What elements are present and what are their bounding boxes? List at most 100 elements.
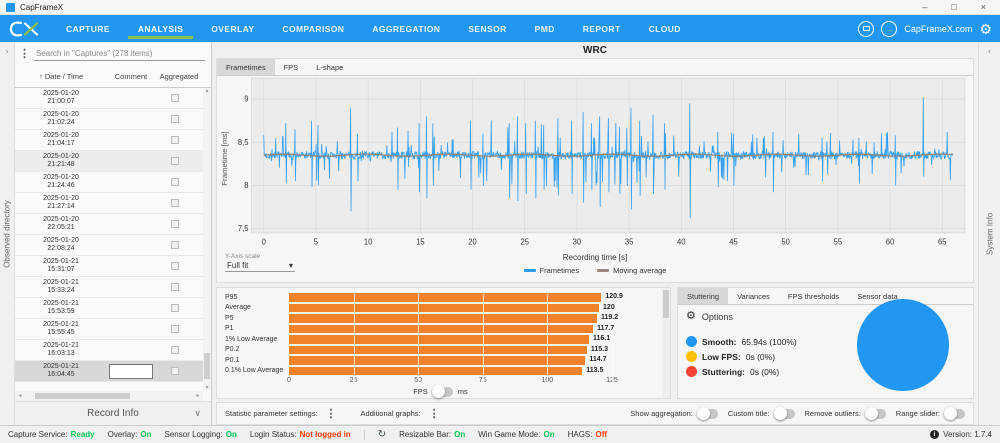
scroll-left-icon[interactable]: ◄ [17, 393, 23, 399]
toggle-switch-remove-outliers[interactable] [864, 407, 886, 420]
captures-menu-icon[interactable]: ⋮ [19, 48, 30, 60]
scroll-right-icon[interactable]: ► [195, 393, 201, 399]
expand-left-panel-icon[interactable]: › [5, 46, 9, 56]
stutter-legend-dot [686, 351, 697, 362]
column-aggregated[interactable]: Aggregated [159, 72, 199, 81]
capture-row[interactable]: 2025-01-21 15:53:59 [15, 298, 203, 319]
tab-variances[interactable]: Variances [737, 291, 770, 301]
nav-tab-report[interactable]: REPORT [582, 23, 621, 34]
capture-row[interactable]: 2025-01-21 15:33:24 [15, 277, 203, 298]
aggregated-checkbox[interactable] [171, 136, 179, 144]
scroll-down-icon[interactable]: ▼ [204, 385, 210, 391]
aggregated-checkbox[interactable] [171, 220, 179, 228]
nav-tab-cloud[interactable]: CLOUD [648, 23, 681, 34]
record-info-expander[interactable]: Record Info ∨ [15, 401, 211, 425]
capture-row[interactable]: 2025-01-21 16:03:13 [15, 340, 203, 361]
aggregated-checkbox[interactable] [171, 304, 179, 312]
fps-bar [289, 303, 600, 312]
capframex-com-link[interactable]: CapFrameX.com [904, 23, 973, 34]
fps-bar-track: 114.7 [289, 356, 656, 365]
stutter-legend-label: Stuttering: [702, 366, 745, 377]
capture-comment-cell [107, 363, 155, 379]
sort-ascending-icon[interactable]: ↑ [38, 72, 43, 81]
options-gear-icon[interactable]: ⚙ [686, 310, 696, 322]
vertical-scroll-thumb[interactable] [204, 353, 210, 379]
capture-row[interactable]: 2025-01-21 16:04:45 [15, 361, 203, 382]
capture-row[interactable]: 2025-01-20 22:05:21 [15, 214, 203, 235]
capture-row[interactable]: 2025-01-20 21:04:17 [15, 130, 203, 151]
column-date-time[interactable]: ↑ Date / Time [38, 72, 84, 81]
nav-tab-capture[interactable]: CAPTURE [66, 23, 110, 34]
legend-swatch [597, 268, 610, 272]
capture-row[interactable]: 2025-01-20 21:27:14 [15, 193, 203, 214]
nav-tab-aggregation[interactable]: AGGREGATION [372, 23, 441, 34]
fps-ms-toggle[interactable] [431, 385, 453, 398]
tab-stuttering[interactable]: Stuttering [678, 288, 729, 304]
aggregated-checkbox[interactable] [171, 367, 179, 375]
tab-frametimes[interactable]: Frametimes [217, 59, 275, 75]
nav-tab-comparison[interactable]: COMPARISON [282, 23, 345, 34]
capture-row[interactable]: 2025-01-21 15:31:07 [15, 256, 203, 277]
statistic-settings-menu-icon[interactable]: ⋮ [325, 407, 337, 420]
refresh-icon[interactable]: ↻ [377, 428, 387, 440]
nav-tab-pmd[interactable]: PMD [534, 23, 555, 34]
fps-bar [289, 324, 594, 333]
toggle-switch-custom-title[interactable] [773, 407, 795, 420]
aggregated-checkbox[interactable] [171, 115, 179, 123]
comment-input[interactable] [109, 363, 153, 379]
search-input[interactable] [34, 47, 205, 61]
aggregated-checkbox[interactable] [171, 241, 179, 249]
column-comment[interactable]: Comment [114, 72, 148, 81]
expand-right-panel-icon[interactable]: ‹ [988, 46, 991, 56]
aggregated-checkbox[interactable] [171, 283, 179, 291]
capture-row[interactable]: 2025-01-20 21:24:46 [15, 172, 203, 193]
bar-card-scrollbar[interactable] [662, 288, 670, 398]
screenshot-icon[interactable] [858, 20, 875, 37]
fps-bar [289, 366, 583, 375]
capture-row[interactable]: 2025-01-20 21:21:48 [15, 151, 203, 172]
capture-row[interactable]: 2025-01-20 21:00:07 [15, 88, 203, 109]
aggregated-checkbox[interactable] [171, 262, 179, 270]
app-icon [6, 2, 15, 12]
additional-graphs-menu-icon[interactable]: ⋮ [428, 407, 440, 420]
aggregated-checkbox[interactable] [171, 94, 179, 102]
toggle-switch-show-aggregation[interactable] [696, 407, 718, 420]
capture-row[interactable]: 2025-01-20 22:08:24 [15, 235, 203, 256]
toggle-switch-range-slider[interactable] [944, 407, 965, 420]
y-axis-scale-select[interactable]: Full fit ▾ [225, 260, 295, 272]
captures-vertical-scrollbar[interactable]: ▲ ▼ [203, 88, 211, 391]
capture-row[interactable]: 2025-01-21 15:55:45 [15, 319, 203, 340]
aggregated-checkbox[interactable] [171, 199, 179, 207]
stutter-options[interactable]: ⚙ Options [678, 305, 973, 322]
close-button[interactable]: × [980, 1, 986, 12]
nav-tab-overlay[interactable]: OVERLAY [211, 23, 255, 34]
capture-row[interactable]: 2025-01-20 21:02:24 [15, 109, 203, 130]
svg-text:30: 30 [573, 237, 581, 246]
horizontal-scroll-thumb[interactable] [35, 393, 130, 399]
fps-bar-value: 120.9 [605, 293, 623, 300]
nav-tab-analysis[interactable]: ANALYSIS [124, 15, 197, 42]
frametime-plot[interactable]: 9 8,5 8 7,5 0 5 10 15 20 25 30 35 40 45 50 55 60 65 Framet… [217, 76, 973, 252]
settings-gear-icon[interactable]: ⚙ [979, 20, 992, 37]
info-icon[interactable]: i [930, 430, 940, 439]
stutter-tabs: Stuttering Variances FPS thresholds Sens… [678, 288, 973, 305]
tab-l-shape[interactable]: L-shape [316, 62, 344, 72]
tab-fps[interactable]: FPS [283, 62, 299, 72]
unit-toggle-row: FPS ms [225, 385, 656, 398]
aggregated-checkbox[interactable] [171, 346, 179, 354]
tab-fps-thresholds[interactable]: FPS thresholds [787, 291, 840, 301]
nav-tab-sensor[interactable]: SENSOR [468, 23, 507, 34]
minimize-button[interactable]: – [922, 1, 928, 12]
tab-sensor-data[interactable]: Sensor data [857, 291, 898, 301]
maximize-button[interactable]: □ [951, 1, 957, 12]
scroll-up-icon[interactable]: ▲ [204, 88, 210, 94]
fps-bar-label: P0.2 [225, 346, 240, 354]
aggregated-checkbox[interactable] [171, 325, 179, 333]
captures-horizontal-scrollbar[interactable]: ◄ ► [15, 391, 203, 401]
aggregated-checkbox[interactable] [171, 157, 179, 165]
login-icon[interactable]: → [881, 20, 898, 37]
observed-directory-strip[interactable]: › Observed directory [0, 42, 15, 425]
nav-tabs: CAPTURE ANALYSIS OVERLAY COMPARISON AGGREGAT… [52, 15, 695, 42]
aggregated-checkbox[interactable] [171, 178, 179, 186]
system-info-strip[interactable]: ‹ System Info [978, 42, 1000, 425]
